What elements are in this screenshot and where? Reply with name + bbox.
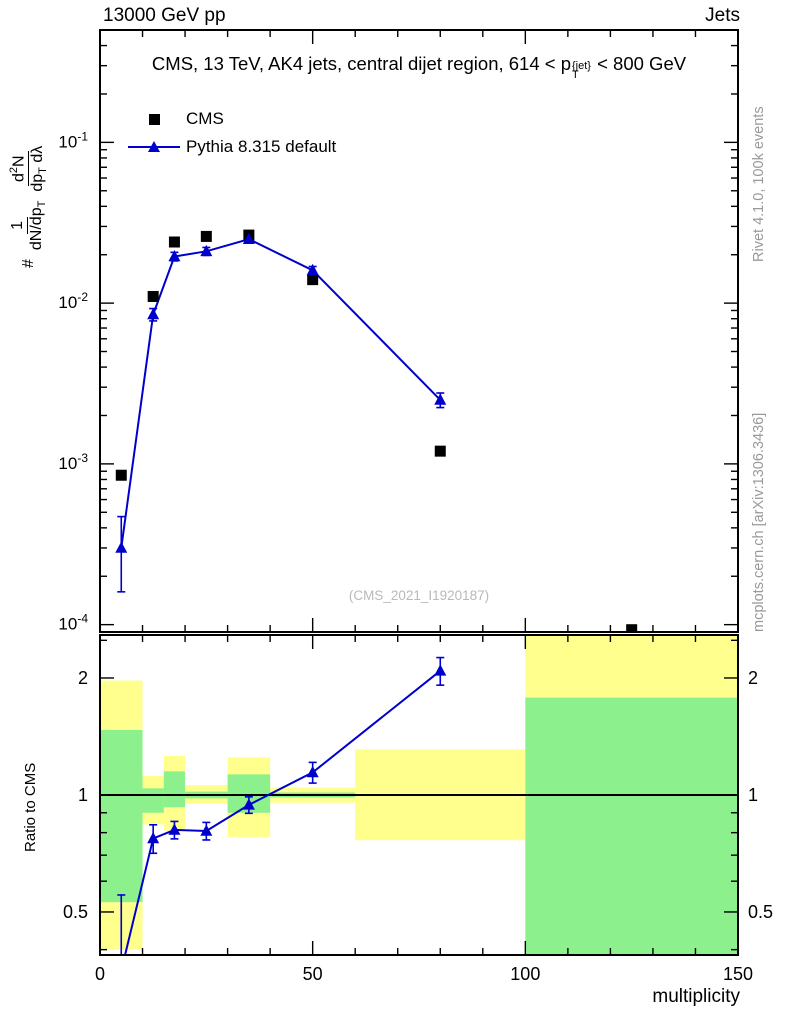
main-panel-frame <box>99 29 739 633</box>
green-band <box>142 788 164 813</box>
pythia-triangle-marker <box>306 263 319 276</box>
main-y-tick-label: 10-1 <box>58 129 88 151</box>
legend: CMS Pythia 8.315 default <box>126 105 336 161</box>
ratio-panel-data <box>115 656 447 975</box>
pythia-triangle-marker <box>115 964 127 975</box>
pythia-triangle-marker <box>115 541 128 553</box>
pythia-triangle-marker <box>168 249 181 262</box>
plot-title-subscript: T <box>572 69 579 81</box>
ratio-y-tick-label-right: 0.5 <box>748 902 773 922</box>
pythia-triangle-marker <box>242 232 255 244</box>
ylabel-hash: # <box>19 259 37 268</box>
ratio-y-axis-label: Ratio to CMS <box>22 762 39 852</box>
ratio-y-tick-label-left: 1 <box>78 785 88 805</box>
x-axis-label: multiplicity <box>652 986 740 1007</box>
green-band <box>100 729 143 903</box>
pythia-triangle-marker <box>306 765 319 778</box>
legend-item-cms: CMS <box>126 105 336 133</box>
main-y-tick-label: 10-2 <box>58 290 88 312</box>
main-panel-data <box>115 229 638 632</box>
cms-square-marker <box>434 445 446 457</box>
plot-title-superscript: {jet} <box>572 60 591 72</box>
pythia-triangle-marker <box>168 823 181 835</box>
pythia-line <box>120 238 441 549</box>
analysis-group-label: Jets <box>705 5 740 26</box>
ratio-y-tick-label-right: 1 <box>748 785 758 805</box>
ylabel-frac1-numerator: 1 <box>9 216 28 234</box>
cms-square-marker <box>115 469 127 481</box>
pythia-triangle-marker <box>242 798 255 810</box>
pythia-triangle-marker <box>200 244 213 257</box>
pythia-triangle-marker <box>147 831 160 844</box>
x-tick-label: 100 <box>510 964 540 984</box>
cms-square-marker <box>307 274 319 286</box>
legend-item-pythia: Pythia 8.315 default <box>126 133 336 161</box>
green-band <box>163 771 186 808</box>
pt-jet-supsub: {jet} T <box>572 60 591 81</box>
pythia-line-marker-icon <box>126 140 182 154</box>
ratio-y-tick-label-left: 2 <box>78 668 88 688</box>
plot-title-suffix: < 800 GeV <box>591 53 687 74</box>
x-tick-label: 50 <box>303 964 323 984</box>
ylabel-fraction-2: d2N dpT dλ <box>8 146 49 192</box>
beam-energy-label: 13000 GeV pp <box>103 5 226 26</box>
ylabel-frac1-denominator: dN/dpT <box>27 200 48 251</box>
cms-square-marker <box>168 236 180 248</box>
ylabel-frac2-numerator: d2N <box>8 151 29 187</box>
ratio-y-tick-label-right: 2 <box>748 668 758 688</box>
cms-square-marker <box>147 290 159 302</box>
ylabel-fraction-1: 1 dN/dpT <box>9 201 48 250</box>
ylabel-frac2-denominator: dpT dλ <box>28 145 50 192</box>
pythia-triangle-marker <box>434 393 447 405</box>
legend-label-cms: CMS <box>186 109 224 128</box>
cms-square-marker-icon <box>126 112 182 126</box>
pythia-triangle-marker <box>200 824 213 836</box>
main-y-axis-label: # 1 dN/dpT d2N dpT dλ <box>8 146 49 268</box>
analysis-id-watermark: (CMS_2021_I1920187) <box>348 588 490 603</box>
legend-label-pythia: Pythia 8.315 default <box>186 137 337 156</box>
plot-title: CMS, 13 TeV, AK4 jets, central dijet reg… <box>100 53 738 81</box>
pythia-triangle-marker <box>434 664 447 676</box>
green-band <box>525 697 738 955</box>
ratio-y-tick-label-left: 0.5 <box>63 902 88 922</box>
pythia-triangle-marker <box>147 307 160 320</box>
mcplots-reference-label: mcplots.cern.ch [arXiv:1306.3436] <box>751 412 767 632</box>
axis-tick-labels: 0 50 100 150 10-1 10-2 10-3 10-4 0.5 0.5 1 1 2 2 <box>58 129 773 984</box>
main-y-tick-label: 10-4 <box>58 612 88 634</box>
x-tick-label: 0 <box>95 964 105 984</box>
rivet-version-label: Rivet 4.1.0, 100k events <box>751 106 767 262</box>
cms-square-marker <box>200 230 212 242</box>
cms-square-marker <box>626 624 638 632</box>
main-y-tick-label: 10-3 <box>58 451 88 473</box>
plot-title-prefix: CMS, 13 TeV, AK4 jets, central dijet reg… <box>151 53 571 74</box>
axis-ticks <box>99 30 739 955</box>
x-tick-label: 150 <box>723 964 753 984</box>
